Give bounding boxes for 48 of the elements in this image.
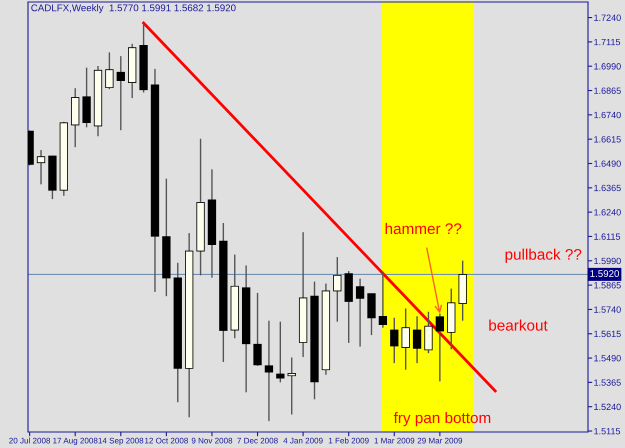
x-tick-label: 1 Feb 2009 bbox=[328, 438, 369, 444]
candlestick bbox=[288, 356, 296, 416]
y-tick-label: 1.6615 bbox=[594, 136, 621, 143]
x-tick-label: 17 Aug 2008 bbox=[53, 438, 98, 446]
ref-line-label: 1.5920 bbox=[590, 270, 620, 278]
y-tick-label: 1.5740 bbox=[594, 306, 621, 313]
annotation: bearkout bbox=[489, 320, 548, 331]
candlestick bbox=[436, 312, 444, 382]
candlestick bbox=[378, 270, 388, 328]
y-tick-label: 1.6990 bbox=[594, 63, 621, 70]
y-tick-label: 1.5115 bbox=[594, 428, 620, 434]
y-tick-label: 1.5490 bbox=[594, 355, 621, 362]
x-tick-label: 29 Mar 2009 bbox=[418, 438, 462, 444]
x-tick-label: 4 Jan 2009 bbox=[283, 438, 323, 444]
candlestick bbox=[116, 55, 125, 131]
y-tick-label: 1.7240 bbox=[594, 14, 621, 21]
y-tick-label: 1.5240 bbox=[594, 404, 621, 410]
y-tick-label: 1.5865 bbox=[594, 282, 621, 288]
annotation: hammer ?? bbox=[386, 222, 462, 234]
x-tick-label: 7 Dec 2008 bbox=[237, 438, 278, 444]
y-tick-label: 1.5365 bbox=[594, 379, 621, 386]
candlestick bbox=[402, 308, 410, 370]
x-tick-label: 20 Jul 2008 bbox=[9, 438, 50, 444]
annotation: pullback ?? bbox=[506, 248, 582, 263]
x-tick-label: 9 Nov 2008 bbox=[192, 438, 232, 444]
candlestick bbox=[253, 292, 262, 367]
candlestick bbox=[264, 320, 274, 422]
candlestick bbox=[105, 52, 114, 90]
y-tick-label: 1.6365 bbox=[594, 184, 621, 192]
y-tick-label: 1.6740 bbox=[594, 112, 621, 118]
x-tick-label: 1 Mar 2009 bbox=[374, 438, 414, 444]
y-tick-label: 1.5990 bbox=[594, 258, 621, 264]
candlestick bbox=[424, 311, 433, 354]
candlestick bbox=[412, 316, 422, 364]
y-tick-label: 1.6490 bbox=[594, 160, 621, 167]
y-tick-label: 1.6865 bbox=[594, 87, 621, 94]
y-tick-label: 1.5615 bbox=[594, 330, 621, 338]
y-tick-label: 1.6115 bbox=[594, 233, 620, 240]
x-tick-label: 12 Oct 2008 bbox=[145, 438, 188, 444]
chart-title: CADLFX,Weekly 1.5770 1.5991 1.5682 1.5920 bbox=[31, 4, 236, 14]
candlestick bbox=[333, 256, 342, 322]
candlestick bbox=[36, 149, 46, 186]
y-tick-label: 1.6240 bbox=[594, 209, 621, 216]
candlestick bbox=[356, 278, 364, 348]
y-tick-label: 1.7115 bbox=[594, 38, 620, 46]
x-tick-label: 14 Sep 2008 bbox=[98, 438, 144, 446]
candlestick bbox=[276, 320, 284, 384]
candlestick bbox=[390, 317, 398, 364]
